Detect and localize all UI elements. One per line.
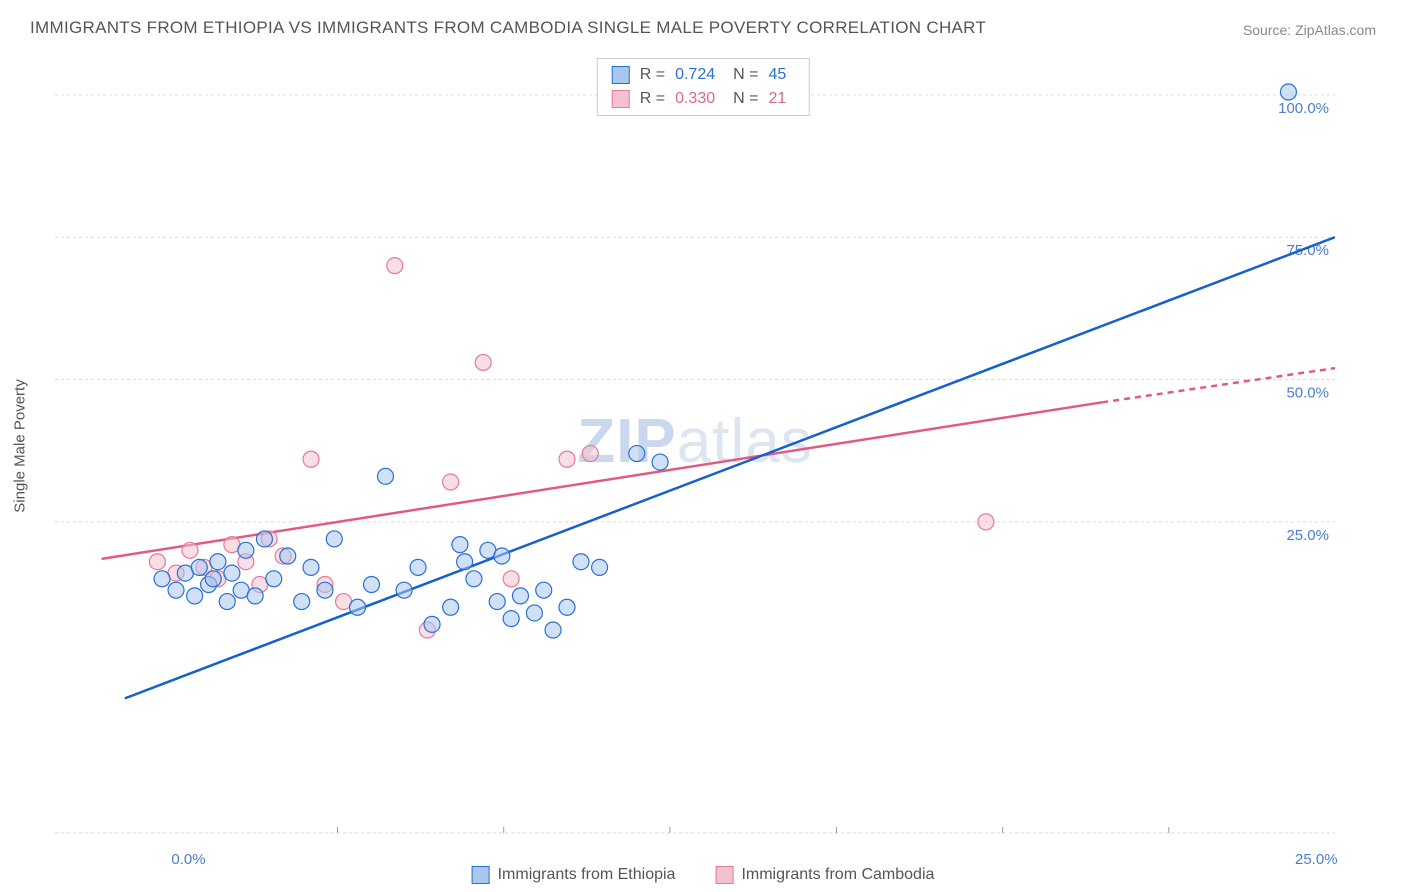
- n-value-pink: 21: [768, 87, 786, 111]
- chart-title: IMMIGRANTS FROM ETHIOPIA VS IMMIGRANTS F…: [30, 18, 986, 38]
- r-label: R =: [640, 63, 665, 87]
- legend: Immigrants from Ethiopia Immigrants from…: [472, 866, 935, 884]
- legend-item-pink: Immigrants from Cambodia: [715, 866, 934, 884]
- swatch-pink: [612, 90, 630, 108]
- r-value-blue: 0.724: [675, 63, 715, 87]
- svg-text:100.0%: 100.0%: [1278, 100, 1329, 117]
- legend-swatch-blue: [472, 866, 490, 884]
- chart-area: ZIPatlas 25.0%50.0%75.0%100.0%: [55, 55, 1335, 835]
- svg-text:25.0%: 25.0%: [1286, 527, 1329, 544]
- x-tick-1: 25.0%: [1295, 851, 1338, 868]
- scatter-plot: 25.0% 50.0% 75.0% 100.0%: [55, 55, 1335, 835]
- r-value-pink: 0.330: [675, 87, 715, 111]
- stats-box: R = 0.724 N = 45 R = 0.330 N = 21: [597, 58, 810, 116]
- legend-item-blue: Immigrants from Ethiopia: [472, 866, 676, 884]
- y-axis-label: Single Male Poverty: [12, 379, 29, 512]
- source-label: Source: ZipAtlas.com: [1243, 22, 1376, 38]
- stats-row-blue: R = 0.724 N = 45: [612, 63, 795, 87]
- n-label: N =: [733, 63, 758, 87]
- n-label: N =: [733, 87, 758, 111]
- legend-label-blue: Immigrants from Ethiopia: [498, 866, 676, 884]
- legend-label-pink: Immigrants from Cambodia: [741, 866, 934, 884]
- stats-row-pink: R = 0.330 N = 21: [612, 87, 795, 111]
- n-value-blue: 45: [768, 63, 786, 87]
- svg-text:50.0%: 50.0%: [1286, 385, 1329, 402]
- svg-text:75.0%: 75.0%: [1286, 242, 1329, 259]
- swatch-blue: [612, 66, 630, 84]
- r-label: R =: [640, 87, 665, 111]
- x-tick-0: 0.0%: [171, 851, 205, 868]
- legend-swatch-pink: [715, 866, 733, 884]
